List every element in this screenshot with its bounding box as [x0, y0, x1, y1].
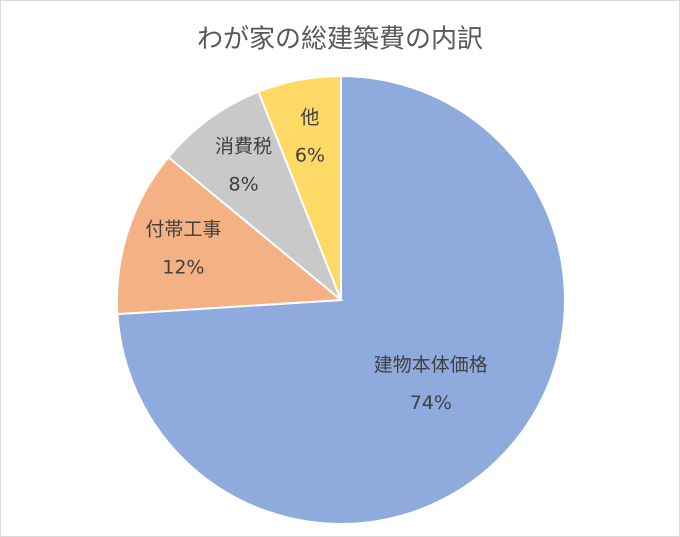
slice-label: 他	[300, 107, 319, 129]
slice-value-label: 12%	[162, 256, 204, 278]
slice-value-label: 74%	[410, 392, 452, 414]
pie-slice	[166, 90, 342, 301]
slice-value-label: 6%	[295, 145, 325, 167]
slice-label: 付帯工事	[145, 218, 221, 240]
pie-slice	[116, 155, 344, 316]
chart-title: わが家の総建築費の内訳	[197, 25, 483, 55]
slice-value-label: 8%	[228, 173, 258, 195]
slice-label: 建物本体価格	[374, 354, 488, 376]
slice-label: 消費税	[215, 135, 272, 157]
pie-slice	[257, 74, 342, 301]
